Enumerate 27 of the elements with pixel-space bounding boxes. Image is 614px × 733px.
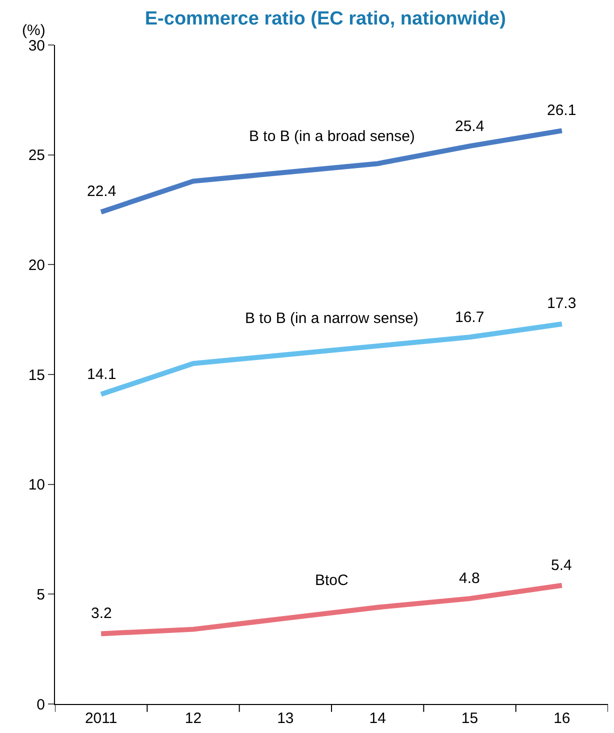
series-label: B to B (in a narrow sense) bbox=[245, 310, 418, 327]
x-tick-label: 12 bbox=[184, 710, 202, 727]
x-tick-label: 15 bbox=[461, 710, 478, 727]
data-label: 5.4 bbox=[551, 557, 572, 574]
chart-title: E-commerce ratio (EC ratio, nationwide) bbox=[144, 8, 506, 30]
data-label: 22.4 bbox=[87, 183, 116, 200]
y-tick-label: 0 bbox=[36, 696, 45, 714]
y-tick-label: 10 bbox=[28, 476, 45, 494]
data-label: 17.3 bbox=[547, 295, 576, 312]
x-tick-label: 2011 bbox=[84, 710, 118, 727]
y-axis-title: (%) bbox=[22, 22, 46, 39]
data-label: 3.2 bbox=[91, 605, 112, 622]
data-label: 16.7 bbox=[455, 309, 484, 326]
series-label: B to B (in a broad sense) bbox=[249, 128, 415, 145]
y-tick-label: 5 bbox=[36, 586, 45, 604]
data-label: 4.8 bbox=[459, 570, 480, 587]
data-label: 26.1 bbox=[547, 102, 576, 119]
y-tick-label: 20 bbox=[28, 256, 45, 274]
x-tick-label: 14 bbox=[369, 710, 386, 727]
x-tick-label: 16 bbox=[554, 710, 570, 727]
data-label: 14.1 bbox=[87, 366, 116, 383]
y-tick-label: 30 bbox=[28, 37, 45, 54]
series-label: BtoC bbox=[315, 572, 349, 589]
data-label: 25.4 bbox=[455, 118, 484, 135]
x-tick-label: 13 bbox=[277, 710, 294, 727]
y-tick-label: 25 bbox=[28, 147, 45, 164]
y-tick-label: 15 bbox=[28, 366, 45, 384]
